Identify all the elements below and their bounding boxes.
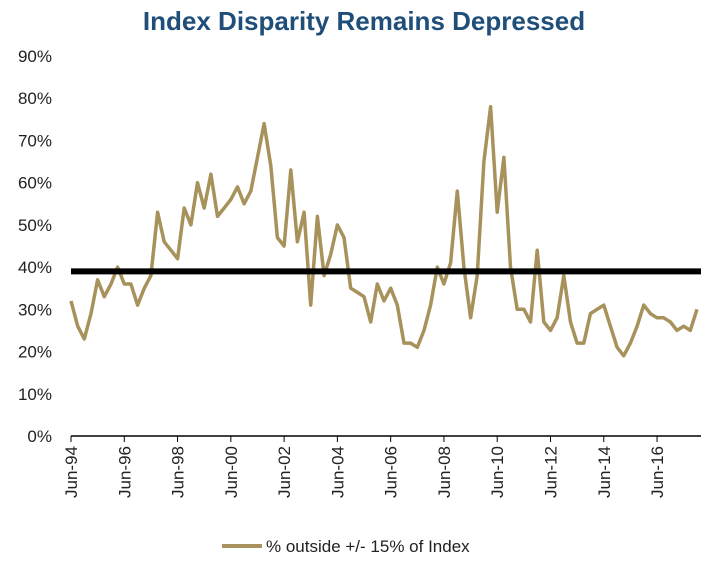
y-tick-label: 50%: [18, 216, 52, 235]
series-line: [69, 104, 699, 358]
x-tick-label: Jun-04: [328, 446, 347, 498]
y-tick-label: 40%: [18, 258, 52, 277]
x-tick-label: Jun-94: [62, 446, 81, 498]
y-tick-label: 30%: [18, 300, 52, 319]
chart-title: Index Disparity Remains Depressed: [143, 6, 585, 36]
x-tick-label: Jun-06: [382, 446, 401, 498]
x-tick-label: Jun-16: [648, 446, 667, 498]
y-tick-label: 60%: [18, 174, 52, 193]
y-tick-label: 80%: [18, 89, 52, 108]
x-tick-label: Jun-10: [488, 446, 507, 498]
legend-label: % outside +/- 15% of Index: [266, 537, 470, 556]
x-tick-label: Jun-96: [115, 446, 134, 498]
x-tick-label: Jun-98: [169, 446, 188, 498]
y-tick-label: 0%: [27, 427, 52, 446]
x-tick-label: Jun-02: [275, 446, 294, 498]
y-tick-label: 70%: [18, 131, 52, 150]
x-tick-label: Jun-12: [541, 446, 560, 498]
x-tick-label: Jun-08: [435, 446, 454, 498]
x-tick-label: Jun-14: [595, 446, 614, 498]
y-tick-label: 10%: [18, 385, 52, 404]
x-tick-label: Jun-00: [222, 446, 241, 498]
y-tick-label: 90%: [18, 47, 52, 66]
y-tick-label: 20%: [18, 343, 52, 362]
